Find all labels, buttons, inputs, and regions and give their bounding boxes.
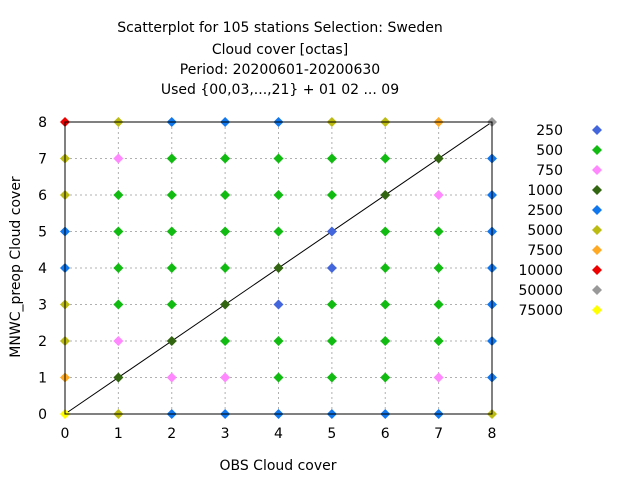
data-point xyxy=(433,372,444,383)
data-point xyxy=(166,226,177,237)
legend-label: 10000 xyxy=(518,263,563,279)
data-point xyxy=(113,190,124,200)
plot-frame xyxy=(64,121,493,415)
data-point xyxy=(433,299,444,310)
y-tick-label: 4 xyxy=(38,261,47,277)
data-point xyxy=(220,372,231,383)
x-tick-label: 2 xyxy=(167,426,176,442)
y-tick-label: 6 xyxy=(38,188,47,204)
y-tick-label: 3 xyxy=(38,298,47,314)
chart-title-line-1: Scatterplot for 105 stations Selection: … xyxy=(117,20,443,36)
legend: 250 500 750 1000 2500 5000 7500 10000 50000 75000 xyxy=(518,123,602,319)
legend-marker xyxy=(592,145,602,155)
data-point xyxy=(326,372,337,383)
data-point xyxy=(273,263,284,273)
legend-label: 750 xyxy=(536,163,563,179)
y-tick-label: 0 xyxy=(38,407,47,423)
data-point xyxy=(380,226,391,237)
data-point xyxy=(326,226,337,237)
y-tick-label: 1 xyxy=(38,371,47,387)
y-tick-label: 8 xyxy=(38,115,47,131)
x-tick-label: 0 xyxy=(61,426,70,442)
x-tick-label: 3 xyxy=(221,426,230,442)
legend-marker xyxy=(592,265,602,275)
data-point xyxy=(326,263,337,273)
data-point xyxy=(166,153,177,164)
legend-marker xyxy=(592,125,602,135)
data-point xyxy=(326,153,337,164)
data-point xyxy=(166,263,177,273)
data-point xyxy=(273,336,284,346)
data-point xyxy=(380,372,391,383)
data-point xyxy=(220,336,231,346)
legend-label: 75000 xyxy=(518,303,563,319)
legend-marker xyxy=(592,205,602,215)
legend-marker xyxy=(592,225,602,235)
legend-label: 250 xyxy=(536,123,563,139)
y-axis-label: MNWC_preop Cloud cover xyxy=(8,176,24,358)
data-point xyxy=(113,226,124,237)
data-point xyxy=(113,336,124,346)
chart-title-line-2: Cloud cover [octas] xyxy=(211,42,349,58)
legend-marker xyxy=(592,165,602,175)
chart-title-line-4: Used {00,03,...,21} + 01 02 ... 09 xyxy=(160,82,400,98)
x-tick-label: 8 xyxy=(488,426,497,442)
legend-marker xyxy=(592,305,602,315)
data-point xyxy=(380,190,391,200)
x-tick-label: 6 xyxy=(381,426,390,442)
y-tick-label: 5 xyxy=(38,225,47,241)
data-point xyxy=(273,153,284,164)
data-point xyxy=(380,153,391,164)
legend-label: 7500 xyxy=(527,243,563,259)
data-point xyxy=(380,299,391,310)
data-point xyxy=(326,336,337,346)
chart-title-line-3: Period: 20200601-20200630 xyxy=(179,62,381,78)
x-tick-labels: 0 1 2 3 4 5 6 7 8 xyxy=(61,426,497,442)
legend-label: 2500 xyxy=(527,203,563,219)
data-point xyxy=(113,263,124,273)
legend-label: 1000 xyxy=(527,183,563,199)
x-tick-label: 1 xyxy=(114,426,123,442)
y-tick-label: 7 xyxy=(38,152,47,168)
data-point xyxy=(220,263,231,273)
legend-label: 500 xyxy=(536,143,563,159)
data-point xyxy=(220,299,231,310)
data-point xyxy=(166,336,177,346)
data-point xyxy=(433,263,444,273)
data-point xyxy=(113,372,124,383)
y-tick-labels: 0 1 2 3 4 5 6 7 8 xyxy=(38,115,47,423)
data-point xyxy=(433,336,444,346)
data-point xyxy=(166,299,177,310)
data-point xyxy=(220,153,231,164)
x-tick-label: 5 xyxy=(327,426,336,442)
data-point xyxy=(433,190,444,200)
data-point xyxy=(326,190,337,200)
data-point xyxy=(113,153,124,164)
data-point xyxy=(220,226,231,237)
x-tick-label: 7 xyxy=(434,426,443,442)
data-point xyxy=(166,190,177,200)
legend-label: 50000 xyxy=(518,283,563,299)
data-point xyxy=(220,190,231,200)
legend-label: 5000 xyxy=(527,223,563,239)
data-points xyxy=(60,117,497,419)
data-point xyxy=(166,372,177,383)
data-point xyxy=(273,372,284,383)
data-point xyxy=(380,263,391,273)
data-point xyxy=(433,153,444,164)
y-tick-label: 2 xyxy=(38,334,47,350)
legend-marker xyxy=(592,245,602,255)
x-tick-label: 4 xyxy=(274,426,283,442)
x-axis-label: OBS Cloud cover xyxy=(219,458,336,474)
data-point xyxy=(113,299,124,310)
legend-marker xyxy=(592,185,602,195)
data-point xyxy=(326,299,337,310)
data-point xyxy=(273,226,284,237)
data-point xyxy=(273,190,284,200)
data-point xyxy=(273,299,284,310)
legend-marker xyxy=(592,285,602,295)
data-point xyxy=(433,226,444,237)
data-point xyxy=(380,336,391,346)
